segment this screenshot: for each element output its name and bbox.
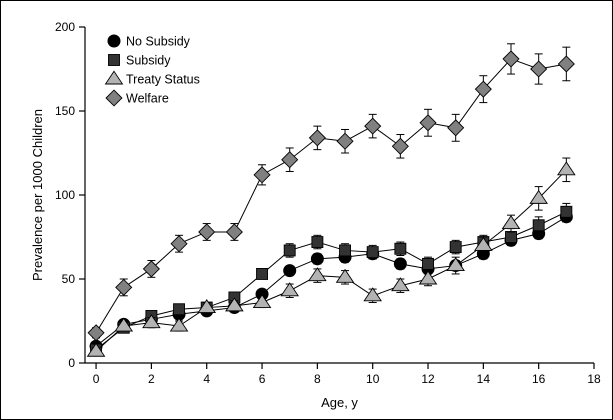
data-point-treaty-status (197, 299, 217, 314)
y-axis-label: Prevalence per 1000 Children (30, 109, 45, 281)
series-subsidy (90, 202, 573, 356)
y-tick-label: 50 (62, 272, 76, 286)
series-layer (86, 43, 576, 357)
x-tick-label: 14 (477, 372, 491, 386)
data-point-welfare (391, 137, 409, 155)
data-point-treaty-status (391, 277, 410, 292)
legend-marker-no-subsidy (107, 34, 121, 48)
series-line-subsidy (95, 211, 567, 350)
data-point-treaty-status (114, 317, 134, 332)
data-point-subsidy (173, 303, 186, 316)
series-line-treaty-status (95, 169, 567, 352)
data-point-treaty-status (529, 189, 548, 204)
x-tick-label: 12 (421, 372, 435, 386)
y-tick-label: 100 (55, 188, 75, 202)
x-tick-label: 2 (148, 372, 155, 386)
data-point-welfare (225, 223, 243, 241)
data-point-subsidy (505, 231, 517, 243)
data-point-subsidy (366, 246, 379, 259)
legend-marker-treaty-status (104, 70, 124, 85)
data-point-no-subsidy (393, 257, 407, 271)
x-tick-label: 0 (93, 372, 100, 386)
x-tick-label: 6 (259, 372, 266, 386)
x-axis-label: Age, y (321, 395, 358, 410)
data-point-subsidy (339, 244, 351, 257)
series-welfare (87, 43, 575, 342)
data-point-treaty-status (474, 236, 493, 251)
legend-label-welfare: Welfare (126, 92, 169, 106)
x-tick-label: 16 (532, 372, 546, 386)
x-tick-label: 10 (366, 372, 380, 386)
data-point-subsidy (449, 241, 462, 254)
data-point-no-subsidy (283, 264, 297, 278)
legend-marker-subsidy (108, 54, 120, 66)
legend-label-no-subsidy: No Subsidy (126, 35, 191, 49)
data-point-subsidy (283, 244, 296, 257)
data-point-treaty-status (501, 215, 521, 230)
y-tick-label: 150 (55, 104, 75, 118)
data-point-subsidy (311, 236, 324, 248)
series-treaty-status (86, 157, 576, 357)
y-tick-label: 200 (55, 20, 75, 34)
data-point-treaty-status (363, 287, 383, 302)
data-point-treaty-status (86, 342, 106, 357)
series-line-no-subsidy (95, 216, 567, 347)
data-point-treaty-status (557, 161, 576, 176)
data-point-treaty-status (335, 268, 355, 283)
legend-label-treaty-status: Treaty Status (126, 73, 200, 87)
data-point-subsidy (394, 242, 407, 255)
x-tick-label: 18 (587, 372, 601, 386)
data-point-welfare (170, 235, 188, 253)
data-point-treaty-status (280, 282, 300, 297)
data-point-treaty-status (446, 257, 465, 272)
data-point-welfare (419, 114, 437, 132)
series-line-welfare (95, 58, 567, 334)
data-point-treaty-status (252, 294, 272, 308)
data-point-welfare (253, 166, 271, 184)
data-point-welfare (530, 60, 548, 78)
data-point-treaty-status (142, 314, 161, 329)
data-point-treaty-status (169, 317, 189, 332)
data-point-treaty-status (308, 267, 327, 282)
data-point-subsidy (532, 219, 545, 232)
data-point-treaty-status (418, 270, 438, 285)
data-point-welfare (364, 117, 382, 135)
data-point-no-subsidy (310, 252, 324, 266)
data-point-welfare (447, 119, 465, 137)
data-point-welfare (281, 151, 299, 169)
data-point-welfare (474, 80, 492, 98)
data-point-subsidy (560, 205, 573, 218)
data-point-welfare (198, 223, 216, 241)
data-point-welfare (115, 278, 133, 296)
data-point-welfare (87, 324, 105, 342)
legend-marker-welfare (105, 89, 123, 107)
data-point-treaty-status (225, 297, 244, 312)
legend-label-subsidy: Subsidy (126, 54, 171, 68)
y-tick-label: 0 (68, 356, 75, 370)
x-tick-label: 8 (314, 372, 321, 386)
data-point-welfare (502, 50, 520, 68)
data-point-welfare (336, 132, 354, 150)
x-tick-label: 4 (203, 372, 210, 386)
data-point-subsidy (422, 257, 434, 270)
axes: 0 50 100 150 200 0 2 4 6 8 10 12 14 16 18 (55, 20, 601, 386)
legend: No Subsidy Subsidy Treaty Status Welfare (104, 34, 200, 107)
data-point-subsidy (256, 268, 268, 280)
data-point-welfare (557, 55, 575, 73)
data-point-welfare (308, 129, 326, 147)
data-point-welfare (142, 260, 160, 278)
